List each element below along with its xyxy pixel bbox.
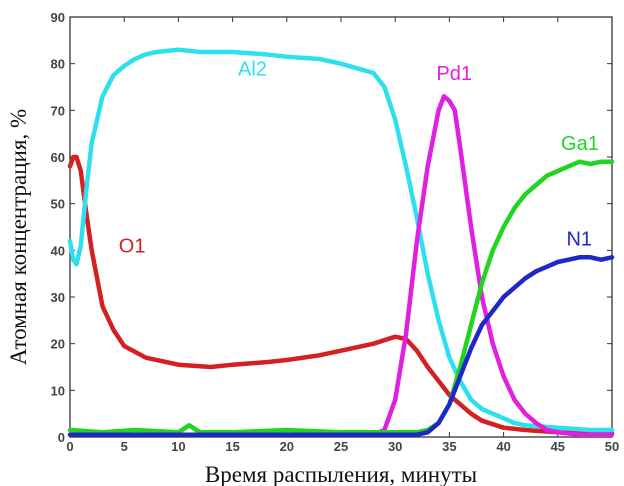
- series-label-o1: O1: [119, 236, 146, 258]
- x-tick-label: 35: [442, 439, 456, 454]
- x-tick-label: 45: [551, 439, 565, 454]
- y-tick-label: 20: [51, 337, 65, 352]
- series-line-n1: [67, 255, 615, 437]
- x-tick-label: 40: [496, 439, 510, 454]
- plot-frame: [69, 16, 613, 438]
- x-tick-label: 0: [66, 439, 73, 454]
- y-tick-label: 40: [51, 243, 65, 258]
- series-label-ga1: Ga1: [561, 133, 599, 155]
- x-tick-label: 15: [225, 439, 239, 454]
- x-tick-label: 25: [334, 439, 348, 454]
- series-label-n1: N1: [566, 229, 592, 251]
- series-line-pd1: [67, 94, 615, 437]
- series-line-al2: [67, 47, 615, 433]
- x-axis-label: Время распыления, минуты: [205, 462, 477, 486]
- y-tick-label: 0: [58, 430, 65, 445]
- x-tick-label: 5: [121, 439, 128, 454]
- x-tick-label: 10: [171, 439, 185, 454]
- y-tick-label: 80: [51, 57, 65, 72]
- y-axis-label: Атомная концентрация, %: [6, 109, 31, 365]
- series-label-pd1: Pd1: [436, 63, 472, 85]
- y-tick-label: 60: [51, 150, 65, 165]
- y-tick-label: 30: [51, 290, 65, 305]
- series-label-al2: Al2: [238, 58, 267, 80]
- y-tick-label: 70: [51, 103, 65, 118]
- x-tick-label: 20: [280, 439, 294, 454]
- series-line-o1: [67, 154, 615, 436]
- y-tick-label: 50: [51, 197, 65, 212]
- series-line-ga1: [67, 159, 615, 435]
- y-tick-label: 10: [51, 383, 65, 398]
- x-tick-label: 30: [388, 439, 402, 454]
- y-tick-label: 90: [51, 10, 65, 25]
- x-tick-label: 50: [605, 439, 619, 454]
